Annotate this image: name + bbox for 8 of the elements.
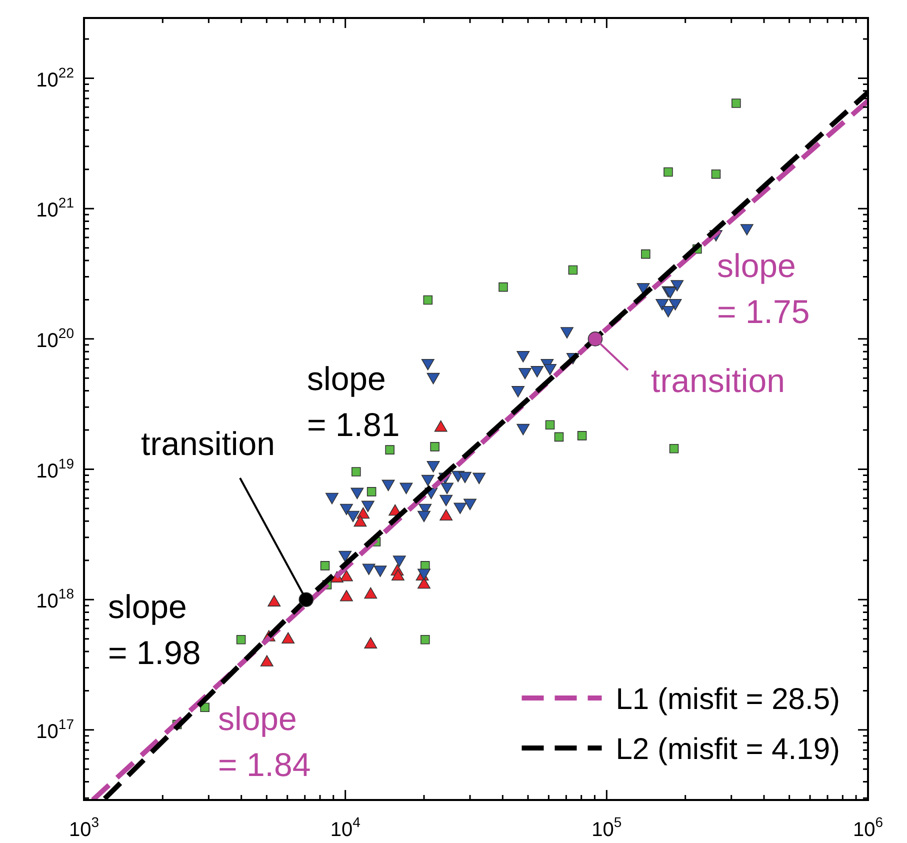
annotation: slope = 1.84 [218,700,311,783]
annotation: slope = 1.75 [717,247,810,330]
annotation: transition [651,362,785,399]
legend-label: L1 (misfit = 28.5) [616,683,840,716]
annotation: slope = 1.98 [108,588,201,671]
annotation: transition [141,425,275,462]
legend-label: L2 (misfit = 4.19) [616,733,840,766]
annotation: slope = 1.81 [307,360,400,443]
